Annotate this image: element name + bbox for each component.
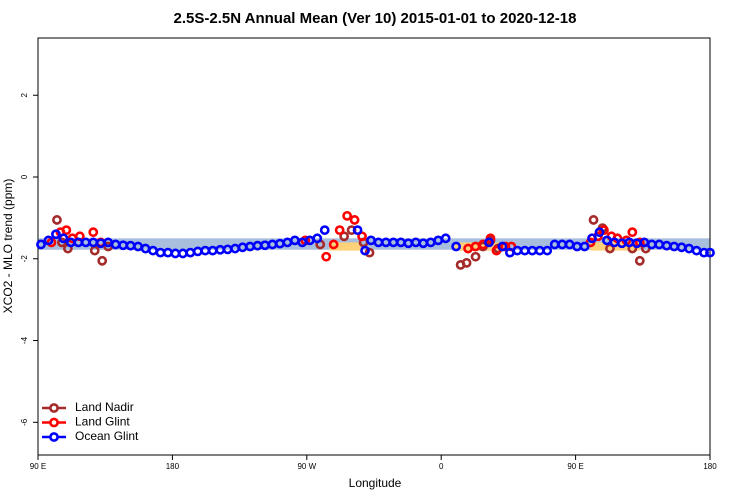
point xyxy=(352,225,363,236)
point xyxy=(339,231,350,242)
point xyxy=(52,215,62,225)
point xyxy=(321,251,332,262)
point xyxy=(504,247,515,258)
point xyxy=(328,239,339,250)
point xyxy=(43,235,54,246)
chart-title: 2.5S-2.5N Annual Mean (Ver 10) 2015-01-0… xyxy=(174,10,577,27)
point xyxy=(451,241,462,252)
point xyxy=(705,247,715,258)
point xyxy=(192,246,203,257)
x-tick-label: 180 xyxy=(166,462,180,471)
y-axis-label: XCO2 - MLO trend (ppm) xyxy=(1,179,15,314)
point xyxy=(163,247,173,258)
point xyxy=(170,248,181,259)
point xyxy=(51,229,61,240)
y-tick-label: 2 xyxy=(20,92,29,97)
band xyxy=(329,242,361,251)
point xyxy=(440,233,451,244)
point xyxy=(605,243,615,254)
point xyxy=(207,245,218,256)
x-tick-label: 90 E xyxy=(567,462,583,471)
y-tick-label: -4 xyxy=(20,336,29,344)
point xyxy=(691,245,702,256)
point xyxy=(534,245,545,256)
legend-marker xyxy=(49,403,59,413)
point xyxy=(587,233,597,244)
x-axis-label: Longitude xyxy=(349,476,402,490)
point xyxy=(634,255,645,266)
point xyxy=(579,241,590,252)
point xyxy=(588,215,599,225)
point xyxy=(461,257,472,268)
point xyxy=(155,247,166,258)
point xyxy=(594,227,605,238)
x-tick-label: 0 xyxy=(439,462,444,471)
point xyxy=(484,237,494,248)
point xyxy=(627,227,638,238)
point xyxy=(148,245,158,256)
point xyxy=(519,245,530,256)
y-tick-label: -6 xyxy=(20,418,29,426)
point xyxy=(36,239,46,250)
point xyxy=(58,233,69,244)
legend-marker xyxy=(49,432,59,442)
point xyxy=(177,248,188,259)
legend-marker xyxy=(49,417,59,428)
point xyxy=(319,225,330,236)
y-tick-label: 0 xyxy=(20,174,29,179)
point xyxy=(97,255,108,266)
point xyxy=(497,241,508,252)
point xyxy=(357,231,367,242)
legend-label: Land Glint xyxy=(75,415,130,429)
x-tick-label: 90 W xyxy=(297,462,316,471)
legend-label: Land Nadir xyxy=(75,400,134,414)
point xyxy=(542,245,553,256)
point xyxy=(512,245,523,256)
point xyxy=(89,245,100,256)
legend-label: Ocean Glint xyxy=(75,429,139,443)
point xyxy=(61,225,72,236)
point xyxy=(470,251,481,262)
x-tick-label: 90 E xyxy=(30,462,46,471)
y-tick-label: -2 xyxy=(20,255,29,263)
band xyxy=(454,242,510,251)
point xyxy=(312,233,323,244)
point xyxy=(88,227,99,238)
point xyxy=(349,215,360,225)
point xyxy=(527,245,538,256)
point xyxy=(185,247,196,258)
point xyxy=(334,225,345,236)
x-tick-label: 180 xyxy=(703,462,717,471)
point xyxy=(360,245,370,256)
point xyxy=(200,245,211,256)
point xyxy=(342,210,353,221)
